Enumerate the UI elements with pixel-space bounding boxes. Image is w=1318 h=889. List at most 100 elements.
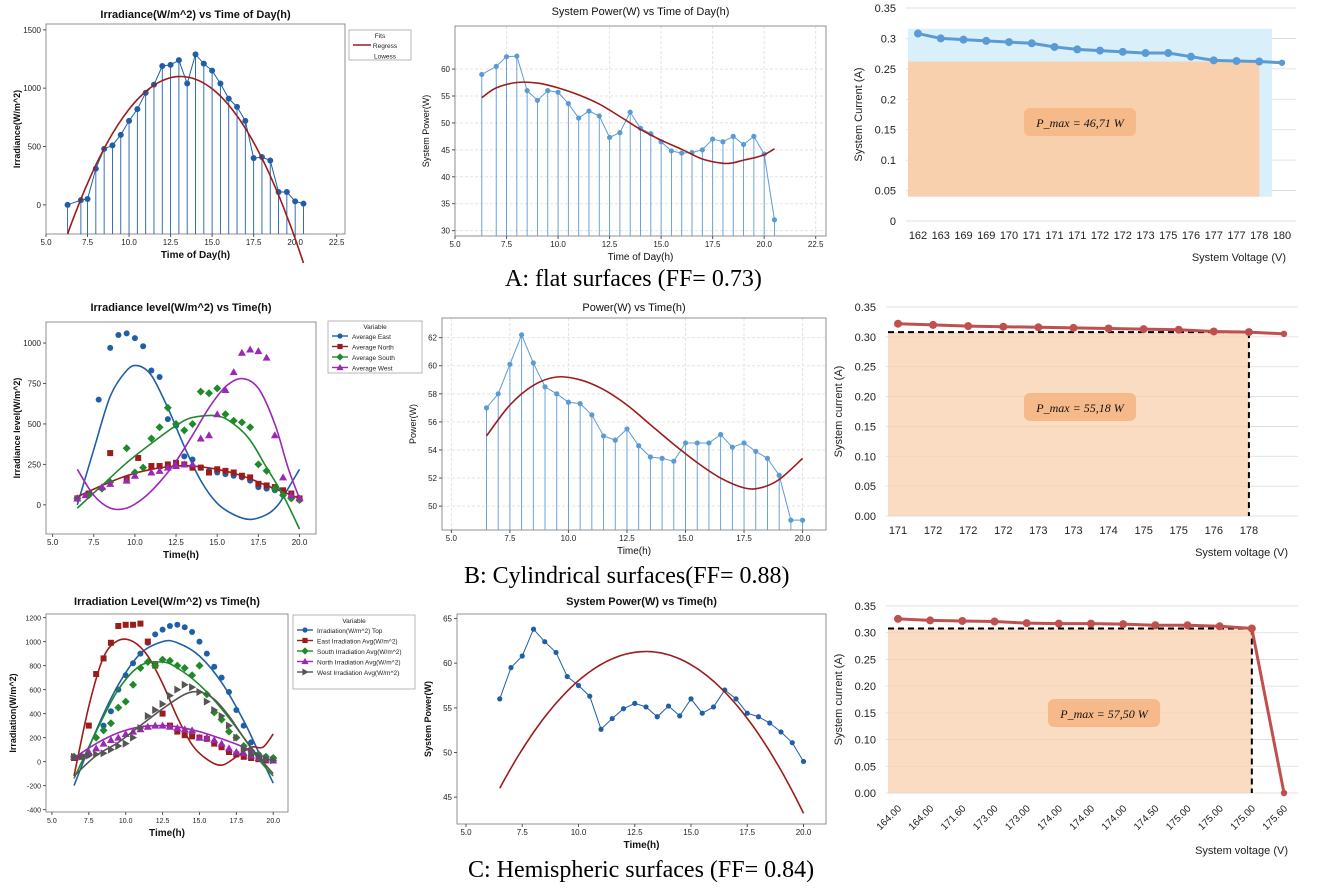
data-point: [263, 482, 270, 489]
data-point: [237, 418, 246, 427]
data-point: [196, 638, 203, 645]
data-point: [254, 460, 263, 469]
data-point: [636, 443, 642, 449]
data-point: [93, 750, 101, 759]
data-point: [232, 748, 241, 755]
legend-marker: [301, 647, 309, 655]
data-point: [300, 200, 307, 207]
x-tick-label: 173.00: [971, 803, 1001, 833]
x-tick-label: 173: [1136, 230, 1154, 242]
data-point: [1054, 619, 1063, 628]
y-tick-label: 50: [443, 749, 452, 758]
data-point: [84, 196, 91, 202]
data-point: [524, 88, 530, 94]
y-tick-label: 0.15: [855, 421, 876, 433]
x-tick-label: 5.0: [449, 240, 461, 249]
x-tick-label: 10.0: [561, 534, 577, 543]
data-point: [122, 621, 129, 628]
y-axis-label: Irradiation(W/m^2): [8, 673, 18, 752]
x-tick-label: 5.0: [446, 534, 458, 543]
data-point: [1005, 38, 1013, 47]
legend-marker: [301, 657, 309, 665]
data-point: [192, 51, 199, 58]
series-line: [481, 55, 775, 220]
data-point: [163, 463, 172, 471]
data-point: [211, 706, 219, 714]
data-point: [230, 469, 237, 476]
data-point: [1069, 323, 1078, 332]
y-tick-label: 0: [37, 501, 42, 510]
data-point: [181, 732, 188, 739]
data-point: [85, 751, 93, 760]
data-point: [497, 696, 503, 702]
data-point: [166, 623, 173, 629]
data-point: [659, 455, 665, 461]
data-point: [800, 758, 807, 765]
x-tick-label: 15.0: [653, 240, 669, 249]
data-point: [99, 726, 108, 735]
data-point: [280, 487, 287, 494]
y-tick-label: 0.35: [855, 302, 876, 314]
x-tick-label: 17.5: [230, 818, 244, 825]
data-point: [229, 368, 238, 376]
legend-entry: Average West: [352, 366, 393, 373]
x-tick-label: 10.0: [550, 240, 566, 249]
data-point: [189, 456, 196, 463]
fit-line: [485, 375, 804, 490]
data-point: [148, 367, 155, 374]
data-point: [788, 517, 794, 523]
data-point: [211, 663, 218, 670]
y-tick-label: 1000: [23, 84, 41, 93]
y-tick-label: 750: [28, 379, 42, 388]
data-point: [699, 710, 705, 716]
data-point: [213, 410, 222, 418]
data-point: [158, 721, 167, 729]
x-tick-label: 15.0: [209, 538, 225, 547]
y-tick-label: 0.25: [875, 64, 896, 76]
data-point: [654, 714, 660, 720]
data-point: [181, 624, 188, 631]
x-tick-label: 162: [909, 230, 927, 242]
data-point: [262, 353, 271, 361]
data-point: [545, 88, 551, 94]
data-point: [542, 384, 548, 390]
data-point: [174, 728, 181, 735]
data-point: [964, 322, 973, 331]
plot-frame: [456, 613, 827, 825]
legend-marker: [336, 363, 344, 371]
chart-a3: 0 0.05 0.1 0.15 0.2 0.25 0.3 0.35 P_max = 46,71 …: [853, 3, 1296, 264]
y-tick-label: 60: [428, 362, 437, 371]
data-point: [248, 750, 256, 759]
y-tick-label: 55: [443, 704, 452, 713]
data-point: [479, 71, 485, 78]
data-point: [519, 332, 525, 338]
data-point: [180, 460, 189, 468]
data-point: [175, 57, 182, 64]
legend-title: Fits: [375, 33, 386, 40]
data-point: [720, 139, 726, 145]
data-point: [495, 391, 501, 397]
data-point: [240, 722, 247, 729]
y-tick-label: 0: [37, 760, 41, 767]
data-point: [233, 707, 240, 713]
data-point: [115, 742, 123, 750]
caption-b: B: Cylindrical surfaces(FF= 0.88): [464, 563, 790, 589]
x-tick-label: 175.00: [1229, 803, 1259, 833]
data-point: [140, 343, 147, 350]
data-point: [166, 691, 174, 700]
y-tick-label: 0.00: [855, 511, 876, 523]
data-point: [240, 745, 248, 754]
data-point: [152, 706, 160, 714]
y-tick-label: 0.15: [855, 708, 876, 720]
data-point: [555, 89, 561, 95]
data-point: [753, 448, 759, 454]
x-tick-label: 174: [1099, 525, 1117, 537]
x-tick-label: 177: [1205, 230, 1223, 242]
fit-line: [76, 377, 301, 511]
x-tick-label: 172: [959, 525, 977, 537]
x-tick-label: 20.0: [292, 538, 308, 547]
data-point: [929, 320, 938, 329]
x-tick-label: 17.5: [736, 534, 752, 543]
x-tick-label: 7.5: [84, 818, 94, 825]
y-tick-label: 45: [443, 793, 452, 802]
